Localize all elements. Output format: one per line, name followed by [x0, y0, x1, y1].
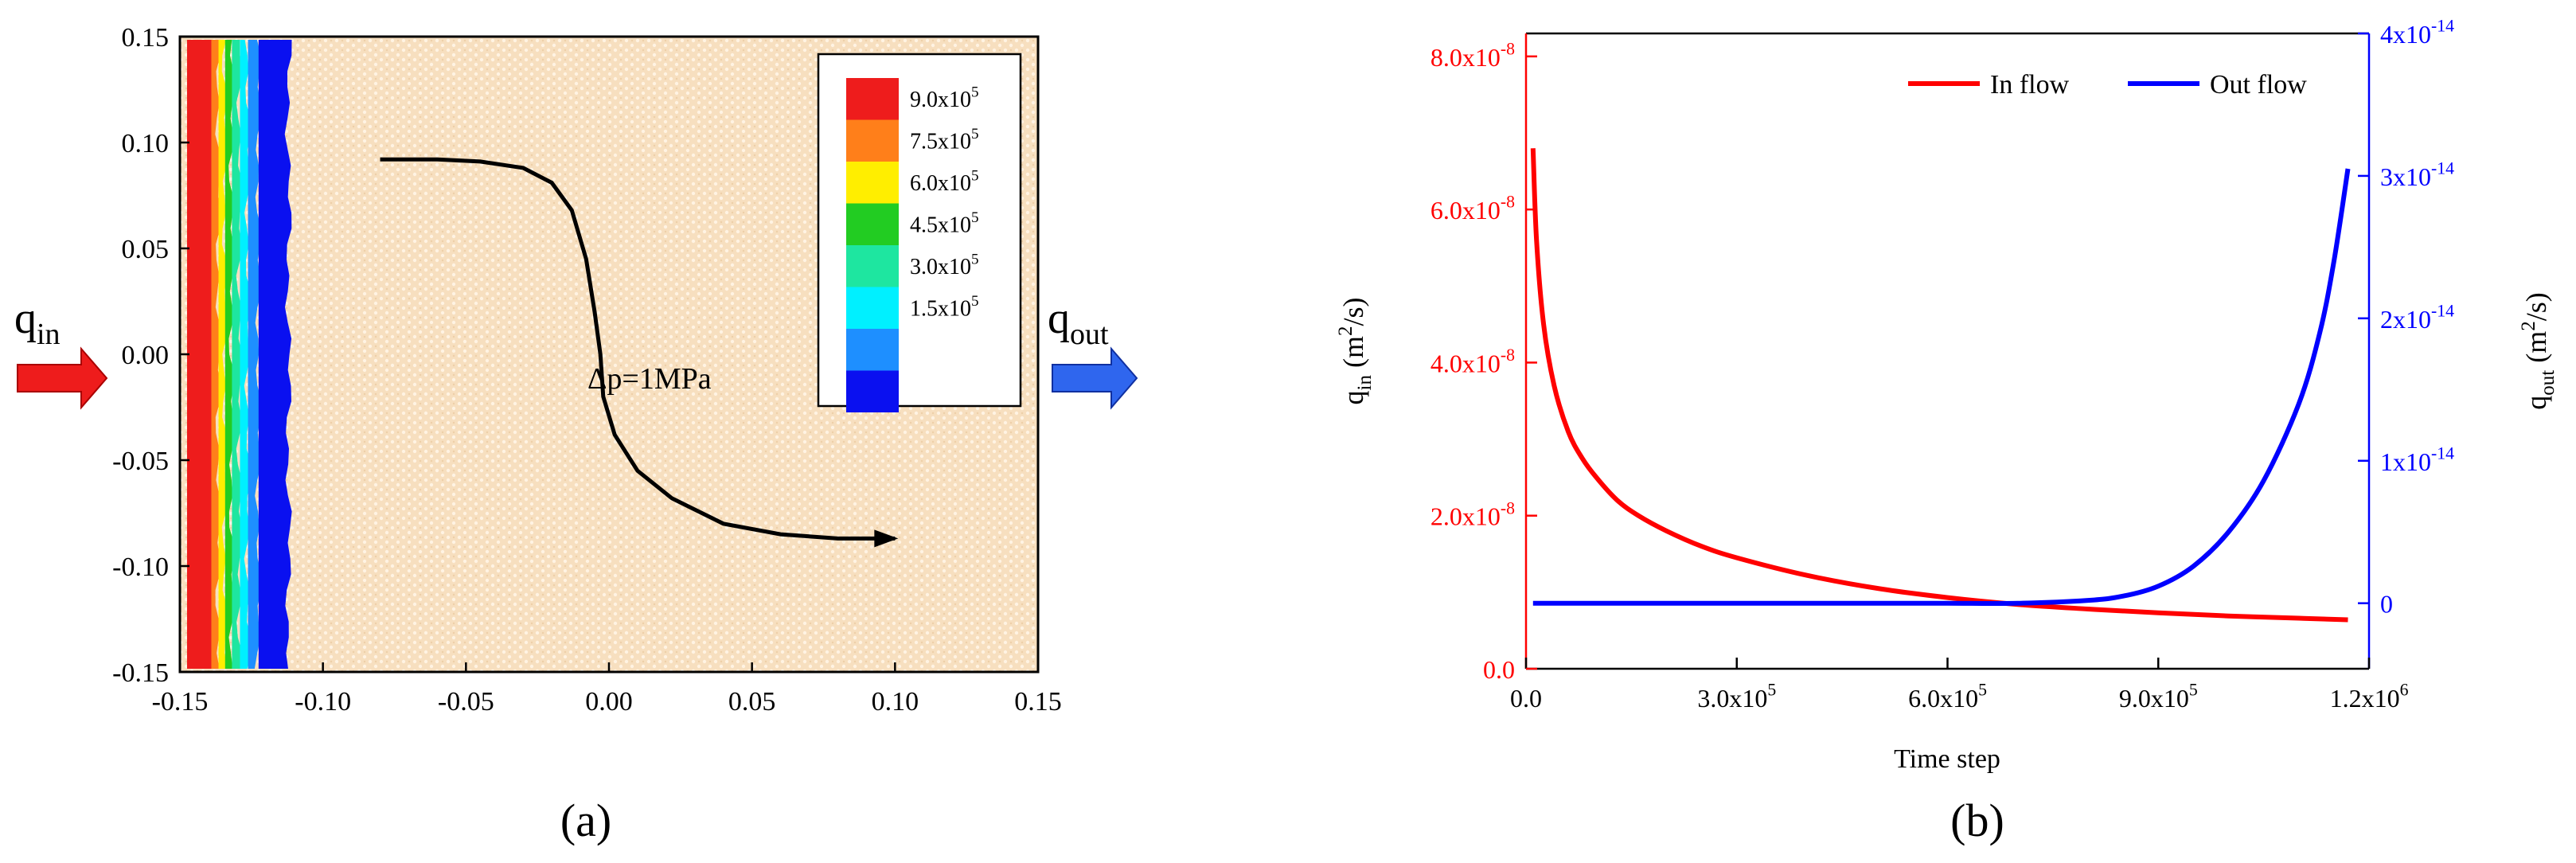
legend-in-flow-label: In flow [1990, 70, 2070, 100]
legend-swatch [846, 245, 899, 287]
panel-b: 0.0 3.0x105 6.0x105 9.0x105 1.2x106 0.0 2.0x10… [1335, 17, 2558, 846]
x-axis-title: Time step [1894, 744, 2000, 774]
y-tick-label: -0.05 [112, 447, 169, 476]
x-tick-label: -0.10 [295, 687, 351, 717]
legend-out-flow-label: Out flow [2210, 70, 2307, 100]
qout-tick-label: 4x10-14 [2380, 17, 2454, 49]
x-tick-label: 0.15 [1014, 687, 1062, 717]
x-tick-label: -0.05 [438, 687, 494, 717]
time-tick-label: 6.0x105 [1908, 681, 1987, 713]
legend-swatch [846, 119, 899, 162]
in-flow-line [1530, 148, 2348, 623]
legend-value: 4.5x105 [910, 209, 979, 238]
legend-swatch [846, 329, 899, 371]
panel-b-label: (b) [1950, 795, 2004, 846]
contour-band-3 [218, 40, 229, 669]
x-tick-label: 0.00 [585, 687, 633, 717]
panel-a-ticks: -0.15 -0.10 -0.05 0.00 0.05 0.10 0.15 0.15 0.10 0… [112, 23, 1062, 717]
qin-tick-label: 0.0 [1483, 655, 1515, 684]
qout-tick-label: 2x10-14 [2380, 301, 2454, 333]
panel-b-ticks: 0.0 3.0x105 6.0x105 9.0x105 1.2x106 0.0 2.0x10… [1430, 17, 2454, 713]
legend-value: 6.0x105 [910, 167, 979, 196]
y-tick-label: 0.05 [122, 235, 170, 264]
flow-legend: In flow Out flow [1908, 70, 2307, 100]
qout-tick-label: 1x10-14 [2380, 443, 2454, 475]
legend-value: 9.0x105 [910, 84, 979, 112]
qin-tick-label: 6.0x10-8 [1430, 193, 1515, 225]
contour-band-6 [240, 40, 252, 669]
outlet-arrow-icon [1052, 346, 1138, 410]
inlet-label: qin [14, 294, 60, 351]
left-axis-title: qin (m2/s) [1335, 298, 1376, 405]
panel-a: -0.15 -0.10 -0.05 0.00 0.05 0.10 0.15 0.15 0.10 0… [14, 23, 1138, 846]
inlet-arrow-icon [17, 346, 108, 410]
legend-value: 3.0x105 [910, 251, 979, 279]
y-tick-label: -0.10 [112, 553, 169, 582]
legend-value: 7.5x105 [910, 126, 979, 154]
qin-tick-label: 4.0x10-8 [1430, 346, 1515, 377]
right-axis-title: qout (m2/s) [2518, 292, 2558, 409]
time-tick-label: 9.0x105 [2119, 681, 2198, 713]
y-tick-label: 0.15 [122, 23, 170, 53]
y-tick-label: 0.10 [122, 129, 170, 158]
contour-band-1 [186, 40, 212, 669]
x-tick-label: 0.10 [872, 687, 919, 717]
legend-value: 1.5x105 [910, 293, 979, 322]
y-tick-label: 0.00 [122, 341, 170, 370]
out-flow-line [1532, 168, 2351, 606]
x-tick-label: -0.15 [152, 687, 209, 717]
qout-tick-label: 0 [2380, 590, 2393, 619]
contour-legend: 9.0x105 7.5x105 6.0x105 4.5x105 3.0x105 1.5x1… [817, 53, 1022, 412]
contour-band-7 [248, 40, 262, 669]
pressure-drop-arrow-curve [380, 157, 896, 541]
legend-swatch [846, 370, 899, 412]
pressure-drop-arrow-head [874, 529, 899, 548]
qin-tick-label: 2.0x10-8 [1430, 498, 1515, 530]
x-tick-label: 0.05 [728, 687, 776, 717]
legend-swatch [846, 78, 899, 120]
qout-tick-label: 3x10-14 [2380, 159, 2454, 191]
y-tick-label: -0.15 [112, 658, 169, 688]
time-tick-label: 3.0x105 [1697, 681, 1776, 713]
contour-legend-entries: 9.0x105 7.5x105 6.0x105 4.5x105 3.0x105 1.5x1… [846, 78, 979, 412]
time-tick-label: 1.2x106 [2330, 681, 2409, 713]
panel-a-label: (a) [560, 795, 611, 846]
outlet-label: qout [1048, 294, 1109, 351]
pressure-contour-bands [186, 40, 292, 669]
legend-swatch [846, 287, 899, 329]
time-tick-label: 0.0 [1510, 684, 1542, 713]
contour-band-8 [258, 40, 292, 669]
panel-b-plot-area [1526, 33, 2369, 669]
legend-swatch [846, 162, 899, 204]
pressure-drop-annotation: Δp=1MPa [587, 362, 712, 396]
qin-tick-label: 8.0x10-8 [1430, 39, 1515, 71]
legend-swatch [846, 203, 899, 245]
flow-series [1530, 148, 2351, 623]
